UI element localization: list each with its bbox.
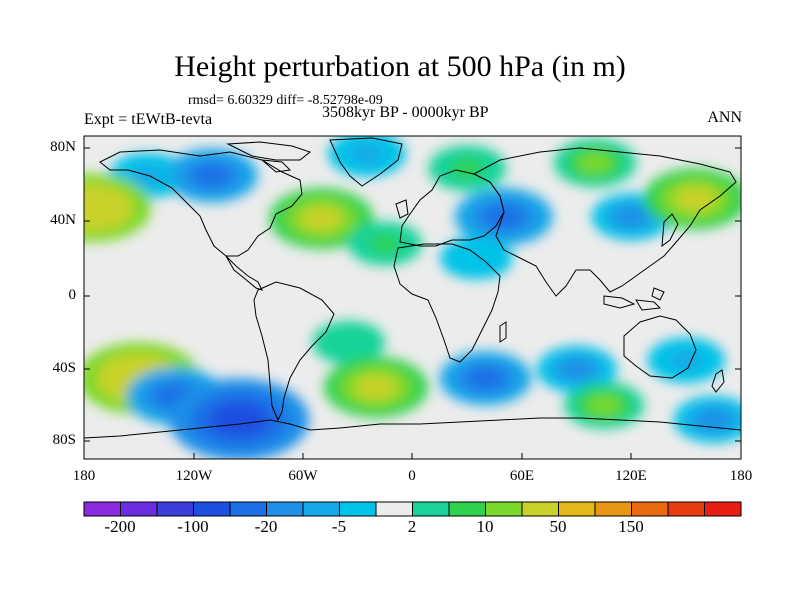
colorbar-swatch-1 (120, 501, 158, 517)
colorbar-label-5: 2 (407, 517, 417, 536)
south-america-coast (253, 281, 335, 422)
anomaly-10-level-2 (577, 152, 613, 174)
colorbar-label-4: -5 (331, 517, 347, 536)
x-tick-180e: 180 (729, 468, 753, 484)
colorbar-swatch-9 (412, 501, 450, 517)
greenland-coast (329, 137, 403, 187)
stats-label: rmsd= 6.60329 diff= -8.52798e-09 (188, 93, 383, 108)
colorbar-swatch-4 (229, 501, 267, 517)
colorbar-label-6: 10 (476, 517, 494, 536)
colorbar-swatch-0 (83, 501, 121, 517)
y-tick-0: 0 (68, 287, 77, 303)
colorbar-label-2: -100 (177, 517, 209, 536)
season-label: ANN (707, 109, 742, 126)
arctic-islands-coast (226, 141, 312, 173)
axis-ticks (83, 147, 742, 459)
british-isles-coast (395, 199, 409, 219)
anomaly-17-level-2 (209, 402, 269, 437)
colorbar-swatch-2 (156, 501, 194, 517)
colorbar-swatch-12 (521, 501, 559, 517)
colorbar-swatch-16 (667, 501, 705, 517)
madagascar-coast (499, 321, 507, 343)
japan-coast (661, 213, 679, 248)
colorbar-swatch-5 (266, 501, 304, 517)
colorbar-swatch-8 (375, 501, 413, 517)
colorbar-swatch-10 (448, 501, 486, 517)
x-tick-0: 0 (408, 468, 416, 484)
x-tick-120e: 120E (615, 468, 647, 484)
anomaly-7-level-2 (451, 158, 484, 178)
colorbar-label-7: 50 (549, 517, 567, 536)
plot-title: Height perturbation at 500 hPa (in m) (174, 50, 626, 83)
anomaly-19-level-2 (466, 367, 505, 390)
colorbar-swatch-11 (485, 501, 523, 517)
x-tick-60e: 60E (509, 468, 535, 484)
asia-coast (472, 147, 737, 297)
experiment-label: Expt = tEWtB-tevta (84, 111, 213, 128)
period-label: 3508kyr BP - 0000kyr BP (322, 104, 489, 121)
colorbar (83, 501, 742, 517)
anomaly-1-level-2 (192, 164, 232, 187)
anomaly-20-level-2 (560, 359, 594, 380)
anomaly-21-level-2 (587, 395, 621, 416)
anomaly-23-level-2 (696, 409, 731, 430)
y-tick-40s: 40S (52, 360, 76, 376)
anomaly-12-level-2 (369, 234, 401, 253)
new-zealand-coast (711, 369, 725, 393)
north-america-coast (99, 149, 303, 257)
africa-coast (393, 243, 501, 363)
colorbar-swatch-14 (594, 501, 632, 517)
colorbar-swatch-6 (302, 501, 340, 517)
antarctica-coast (84, 417, 741, 439)
anomaly-13-level-2 (461, 249, 492, 267)
colorbar-swatch-15 (631, 501, 669, 517)
colorbar-swatch-17 (704, 501, 742, 517)
x-tick-60w: 60W (288, 468, 318, 484)
anomaly-9-level-2 (614, 206, 649, 227)
indonesia-coast (603, 287, 665, 311)
y-tick-80n: 80N (50, 139, 76, 155)
anomaly-11-level-2 (673, 186, 718, 212)
anomaly-5-level-2 (299, 205, 344, 232)
anomaly-8-level-2 (483, 204, 525, 229)
anomaly-6-level-2 (350, 144, 384, 164)
colorbar-swatch-3 (193, 501, 231, 517)
anomaly-18-level-2 (354, 374, 398, 401)
anomaly-22-level-2 (670, 350, 703, 370)
anomaly-3-level-2 (84, 193, 118, 223)
colorbar-swatch-13 (558, 501, 596, 517)
colorbar-label-3: -20 (254, 517, 278, 536)
y-tick-80s: 80S (52, 432, 76, 448)
australia-coast (623, 315, 697, 379)
y-tick-40n: 40N (50, 212, 76, 228)
colorbar-label-1: -200 (104, 517, 136, 536)
x-tick-120w: 120W (175, 468, 213, 484)
colorbar-swatch-7 (339, 501, 377, 517)
central-america-coast (225, 255, 263, 291)
coastlines (84, 137, 741, 439)
colorbar-label-8: 150 (618, 517, 644, 536)
x-tick-180w: 180 (72, 468, 96, 484)
anomaly-field (84, 136, 741, 459)
anomaly-14-level-2 (333, 333, 364, 352)
